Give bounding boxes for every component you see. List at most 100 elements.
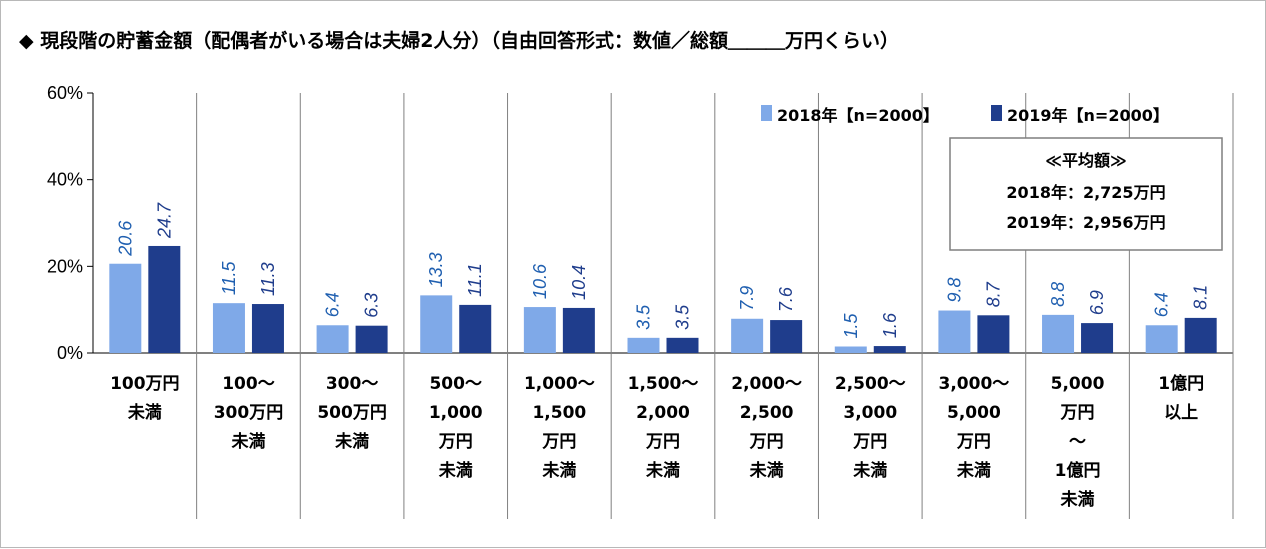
category-label-line: 500万円 bbox=[317, 403, 387, 423]
bar-2018 bbox=[523, 307, 556, 353]
category-label-line: 1億円 bbox=[1055, 460, 1101, 481]
category-label-line: ～ bbox=[1069, 432, 1086, 452]
category-label-line: 万円 bbox=[541, 432, 576, 452]
value-label-2018: 13.3 bbox=[426, 252, 446, 287]
bar-2018 bbox=[109, 263, 142, 353]
category-label-line: 未満 bbox=[645, 460, 680, 481]
category-label-line: 万円 bbox=[749, 432, 784, 452]
bar-2019 bbox=[459, 304, 492, 353]
bar-2018 bbox=[1145, 325, 1178, 353]
category-label-line: 1,000～ bbox=[524, 374, 595, 394]
category-label: 1,000～ 1,500 万円未満 bbox=[524, 374, 595, 481]
category-label-line: 万円 bbox=[1060, 403, 1095, 423]
y-tick-label: 0% bbox=[57, 343, 83, 363]
category-label-line: 5,000 bbox=[1051, 374, 1105, 394]
category-label-line: 以上 bbox=[1164, 403, 1198, 423]
category-label-line: 100万円 bbox=[110, 374, 180, 394]
category-label-line: 未満 bbox=[438, 460, 473, 481]
y-tick-label: 40% bbox=[47, 170, 83, 190]
value-label-2018: 10.6 bbox=[530, 263, 550, 299]
bar-2018 bbox=[212, 303, 245, 353]
bar-2019 bbox=[148, 245, 181, 353]
category-label-line: 300万円 bbox=[214, 403, 284, 423]
category-label-line: 万円 bbox=[852, 432, 887, 452]
category-label-line: 100～ bbox=[222, 374, 275, 394]
category-label-line: 1,000 bbox=[429, 403, 483, 423]
bar-2019 bbox=[562, 307, 595, 353]
bar-2019 bbox=[1081, 323, 1114, 353]
category-label-line: 未満 bbox=[956, 460, 991, 481]
bar-2019 bbox=[251, 304, 284, 353]
y-tick-label: 60% bbox=[47, 83, 83, 103]
value-label-2018: 6.4 bbox=[323, 292, 343, 317]
category-label-line: 300～ bbox=[326, 374, 379, 394]
value-labels-layer: 20.6 11.5 6.4 13.3 10.6 3.5 7.9 1.5 9.8 8.8 6.4 24.… bbox=[115, 202, 1210, 339]
category-label: 500～ 1,000 万円未満 bbox=[429, 374, 483, 481]
bar-2019 bbox=[770, 320, 803, 353]
category-label: 100万円未満 bbox=[110, 374, 180, 423]
category-label-line: 未満 bbox=[230, 431, 265, 452]
category-label-line: 1,500 bbox=[532, 403, 586, 423]
legend-label-2018: 2018年【n=2000】 bbox=[777, 106, 939, 125]
value-label-2018: 20.6 bbox=[115, 220, 135, 257]
value-label-2018: 3.5 bbox=[634, 304, 654, 330]
category-label-line: 万円 bbox=[438, 432, 473, 452]
value-label-2019: 24.7 bbox=[154, 202, 174, 239]
value-label-2019: 10.4 bbox=[569, 265, 589, 300]
legend: 2018年【n=2000】 2019年【n=2000】 bbox=[761, 105, 1169, 125]
value-label-2019: 11.3 bbox=[258, 262, 278, 296]
category-label-line: 未満 bbox=[852, 460, 887, 481]
average-box-border bbox=[949, 137, 1223, 251]
bar-2019 bbox=[355, 325, 388, 353]
value-label-2019: 1.6 bbox=[880, 312, 900, 338]
category-label-line: 未満 bbox=[1060, 489, 1095, 510]
value-label-2018: 1.5 bbox=[841, 312, 861, 338]
bar-2019 bbox=[666, 337, 699, 353]
value-label-2018: 8.8 bbox=[1048, 282, 1068, 307]
category-label: 100～ 300万円未満 bbox=[214, 374, 284, 452]
category-label-line: 1億円 bbox=[1158, 373, 1204, 394]
bar-2018 bbox=[834, 346, 867, 353]
value-label-2019: 3.5 bbox=[673, 304, 693, 330]
category-label-line: 3,000 bbox=[843, 403, 897, 423]
category-label: 2,500～ 3,000 万円未満 bbox=[835, 374, 906, 481]
bar-2018 bbox=[938, 310, 971, 353]
average-box-line: 2019年：2,956万円 bbox=[1006, 213, 1165, 232]
category-label: 2,000～ 2,500 万円未満 bbox=[731, 374, 802, 481]
value-label-2019: 8.1 bbox=[1191, 285, 1211, 310]
category-label-line: 2,000～ bbox=[731, 374, 802, 394]
category-label-line: 2,500 bbox=[740, 403, 794, 423]
chart-title: ◆ 現段階の貯蓄金額（配偶者がいる場合は夫婦2人分）（自由回答形式：数値／総額＿… bbox=[19, 29, 899, 52]
category-label-line: 3,000～ bbox=[939, 374, 1010, 394]
value-label-2018: 7.9 bbox=[737, 286, 757, 311]
value-label-2019: 7.6 bbox=[776, 286, 796, 312]
legend-label-2019: 2019年【n=2000】 bbox=[1007, 106, 1169, 125]
category-label: 300～ 500万円未満 bbox=[317, 374, 387, 452]
category-label-line: 500～ bbox=[429, 374, 482, 394]
bar-2019 bbox=[977, 315, 1010, 353]
category-label: 5,000 万円 ～ 1億円未満 bbox=[1051, 374, 1105, 510]
category-label-line: 5,000 bbox=[947, 403, 1001, 423]
value-label-2019: 11.1 bbox=[465, 263, 485, 297]
category-label-line: 未満 bbox=[334, 431, 369, 452]
value-label-2019: 6.3 bbox=[362, 293, 382, 318]
value-label-2019: 6.9 bbox=[1087, 290, 1107, 315]
category-label-line: 2,500～ bbox=[835, 374, 906, 394]
bar-2018 bbox=[420, 295, 453, 353]
category-label-line: 未満 bbox=[127, 402, 162, 423]
category-label-line: 未満 bbox=[541, 460, 576, 481]
category-label-line: 万円 bbox=[645, 432, 680, 452]
legend-swatch-2018 bbox=[761, 105, 772, 121]
legend-swatch-2019 bbox=[991, 105, 1002, 121]
bars-layer bbox=[109, 245, 1217, 353]
category-label: 1億円以上 bbox=[1158, 373, 1204, 423]
category-label: 3,000～ 5,000 万円未満 bbox=[939, 374, 1010, 481]
category-label-line: 万円 bbox=[956, 432, 991, 452]
value-label-2018: 9.8 bbox=[944, 278, 964, 303]
bar-2018 bbox=[316, 325, 349, 353]
value-label-2018: 11.5 bbox=[219, 260, 239, 295]
average-box-heading: ≪平均額≫ bbox=[1045, 151, 1127, 170]
